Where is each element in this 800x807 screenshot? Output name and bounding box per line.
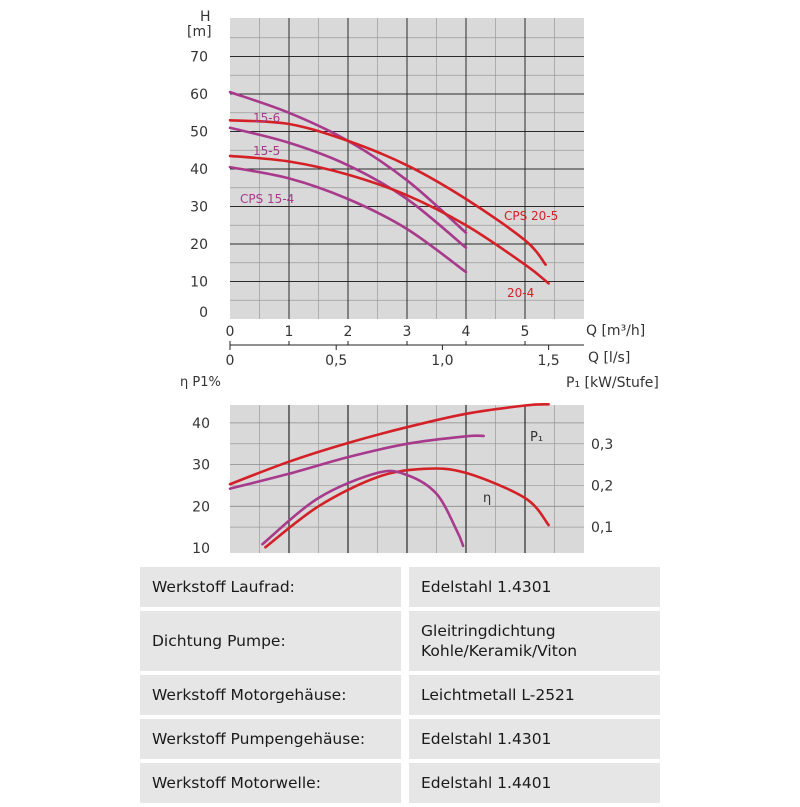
bottom-ylabel-left: η P1% — [180, 375, 221, 390]
y-left-tick-label: 20 — [192, 499, 210, 515]
y-right-tick-label: 0,1 — [591, 520, 613, 536]
series-label-cps-20-5: CPS 20-5 — [504, 209, 558, 223]
x-tick-label: 3 — [403, 324, 412, 340]
y-left-tick-label: 10 — [192, 541, 210, 557]
row-value: Gleitringdichtung Kohle/Keramik/Viton — [409, 611, 660, 671]
x2-tick-label: 1,0 — [431, 353, 453, 369]
series-line-unnamed-1 — [228, 434, 485, 490]
row-value: Edelstahl 1.4301 — [409, 719, 660, 759]
table-row: Dichtung Pumpe: Gleitringdichtung Kohle/… — [140, 611, 660, 671]
series-label-cps-15-4: CPS 15-4 — [240, 192, 294, 206]
row-label: Werkstoff Motorwelle: — [140, 763, 409, 803]
series-label-p1: P₁ — [530, 430, 543, 445]
y-tick-label: 70 — [190, 50, 208, 66]
top-y-ticks: 0 10 20 30 40 50 60 70 — [190, 50, 208, 322]
top-xlabel-2: Q [l/s] — [588, 350, 630, 366]
spec-table: Werkstoff Laufrad: Edelstahl 1.4301 Dich… — [140, 563, 660, 807]
top-x2-ticks: 0 0,5 1,0 1,5 — [226, 345, 560, 369]
row-label: Werkstoff Laufrad: — [140, 567, 409, 607]
y-tick-label: 30 — [190, 200, 208, 216]
series-label-15-5: 15-5 — [253, 144, 280, 158]
series-line-20-4 — [228, 154, 550, 285]
bottom-right-ticks: 0,1 0,2 0,3 — [591, 437, 613, 536]
series-line-cps-20-5 — [228, 119, 547, 266]
x-tick-label: 0 — [226, 324, 235, 340]
x2-tick-label: 0 — [226, 353, 235, 369]
top-xlabel: Q [m³/h] — [586, 323, 645, 339]
table-row: Werkstoff Pumpengehäuse: Edelstahl 1.430… — [140, 719, 660, 759]
row-label: Dichtung Pumpe: — [140, 611, 409, 671]
series-line-15-5 — [228, 126, 468, 250]
table-row: Werkstoff Motorgehäuse: Leichtmetall L-2… — [140, 675, 660, 715]
top-x-ticks: 0 1 2 3 4 5 — [226, 324, 584, 346]
x-tick-label: 1 — [285, 324, 294, 340]
x-tick-label: 4 — [462, 324, 471, 340]
y-tick-label: 10 — [190, 275, 208, 291]
series-label-20-4: 20-4 — [507, 286, 534, 300]
series-label-15-6: 15-6 — [253, 111, 280, 125]
top-grid — [230, 18, 584, 319]
top-ylabel-unit: [m] — [187, 24, 212, 40]
y-tick-label: 0 — [199, 305, 208, 321]
series-line-P₁ — [228, 403, 550, 486]
row-label: Werkstoff Pumpengehäuse: — [140, 719, 409, 759]
bottom-ylabel-right: P₁ [kW/Stufe] — [566, 375, 659, 391]
y-tick-label: 40 — [190, 162, 208, 178]
series-line-unnamed-3 — [261, 469, 465, 548]
bottom-left-ticks: 10 20 30 40 — [192, 416, 210, 557]
y-tick-label: 50 — [190, 125, 208, 141]
y-left-tick-label: 30 — [192, 458, 210, 474]
y-tick-label: 20 — [190, 237, 208, 253]
series-line-cps-15-4 — [228, 165, 468, 274]
bottom-series — [228, 403, 550, 549]
row-label: Werkstoff Motorgehäuse: — [140, 675, 409, 715]
row-value: Edelstahl 1.4301 — [409, 567, 660, 607]
top-ylabel: H — [200, 9, 211, 25]
series-line-η — [264, 467, 550, 549]
y-left-tick-label: 40 — [192, 416, 210, 432]
x-tick-label: 2 — [344, 324, 353, 340]
series-label-eta: η — [483, 491, 491, 506]
x2-tick-label: 0,5 — [325, 353, 347, 369]
y-right-tick-label: 0,2 — [591, 478, 613, 494]
efficiency-power-chart: 10 20 30 40 0,1 0,2 0,3 η P1% P₁ [kW/Stufe] P… — [180, 375, 659, 557]
top-series — [228, 90, 550, 285]
table-row: Werkstoff Laufrad: Edelstahl 1.4301 — [140, 567, 660, 607]
x2-tick-label: 1,5 — [537, 353, 559, 369]
row-value: Leichtmetall L-2521 — [409, 675, 660, 715]
y-tick-label: 60 — [190, 87, 208, 103]
y-right-tick-label: 0,3 — [591, 437, 613, 453]
x-tick-label: 5 — [521, 324, 530, 340]
row-value: Edelstahl 1.4401 — [409, 763, 660, 803]
table-row: Werkstoff Motorwelle: Edelstahl 1.4401 — [140, 763, 660, 803]
